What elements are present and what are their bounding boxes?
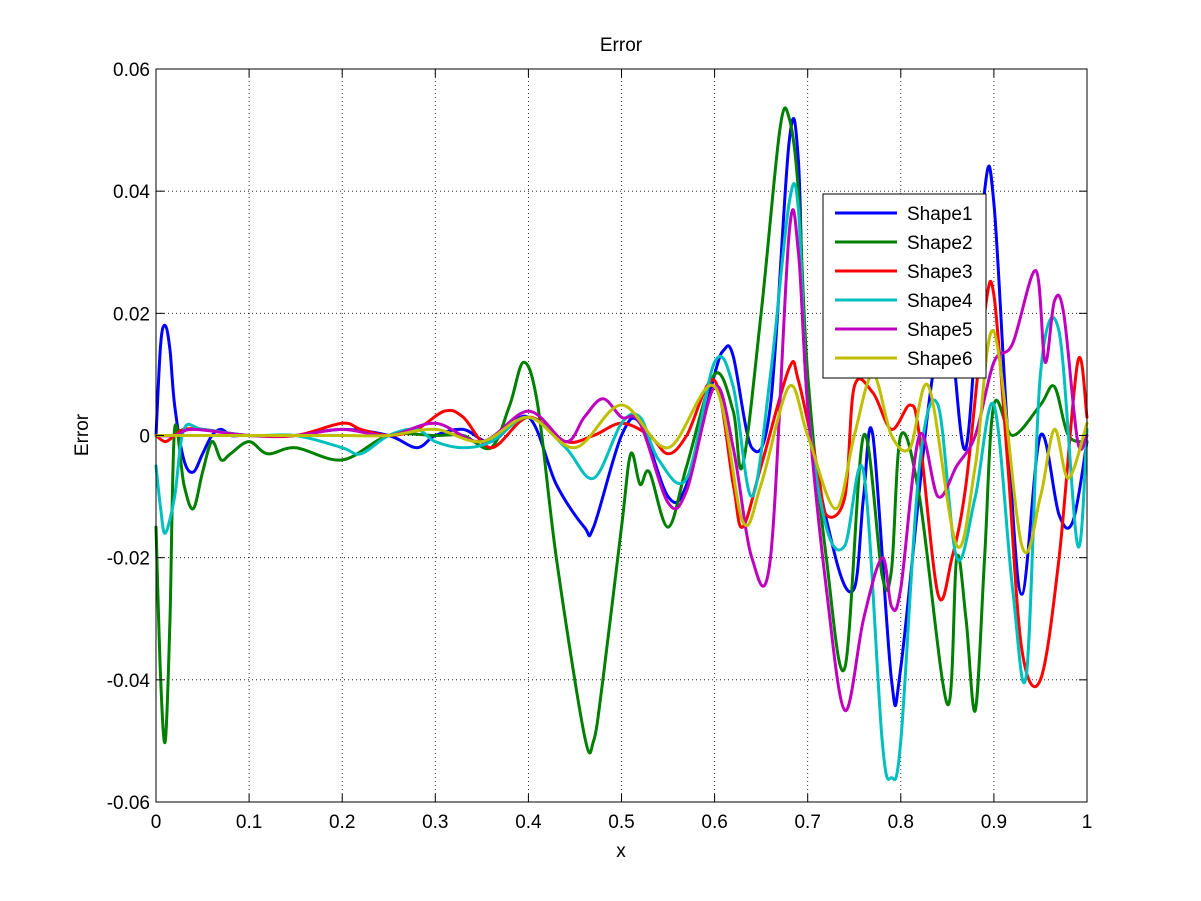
x-tick-label: 0.9 (981, 812, 1007, 833)
x-tick-label: 0 (151, 812, 162, 833)
series-line-shape2 (154, 106, 1089, 755)
x-tick-label: 0.1 (236, 812, 262, 833)
x-axis-label: x (616, 841, 626, 862)
x-tick-label: 0.7 (794, 812, 820, 833)
legend-box (822, 193, 987, 379)
x-tick-label: 0.5 (608, 812, 634, 833)
axis-ticks: 0 0.1 0.2 0.3 0.4 0.5 0.6 0.7 0.8 0.9 1 -0.06 -0.04 -… (107, 60, 1093, 833)
x-tick-label: 0.6 (701, 812, 727, 833)
y-tick-label: -0.06 (107, 793, 150, 814)
x-tick-label: 1 (1082, 812, 1093, 833)
y-tick-label: 0.02 (113, 304, 150, 325)
series-layer (154, 106, 1089, 782)
chart-title: Error (600, 35, 643, 56)
y-tick-label: 0.04 (113, 182, 150, 203)
x-tick-label: 0.4 (515, 812, 542, 833)
y-tick-label: 0.06 (113, 60, 150, 81)
y-tick-label: 0 (139, 427, 150, 448)
x-tick-label: 0.2 (329, 812, 355, 833)
series-line-shape3 (154, 279, 1089, 689)
y-tick-label: -0.04 (107, 671, 151, 692)
legend-label: Shape3 (907, 262, 973, 283)
y-tick-label: -0.02 (107, 549, 150, 570)
legend-label: Shape6 (907, 349, 973, 370)
x-tick-label: 0.8 (888, 812, 914, 833)
y-axis-label: Error (72, 413, 93, 456)
series-line-shape4 (154, 182, 1089, 782)
legend: Shape1 Shape2 Shape3 Shape4 Shape5 Shape6 (822, 193, 987, 379)
legend-label: Shape4 (907, 291, 973, 312)
series-line-shape6 (154, 329, 1089, 555)
x-tick-label: 0.3 (422, 812, 448, 833)
legend-label: Shape2 (907, 233, 973, 254)
legend-label: Shape1 (907, 204, 973, 225)
legend-label: Shape5 (907, 320, 973, 341)
